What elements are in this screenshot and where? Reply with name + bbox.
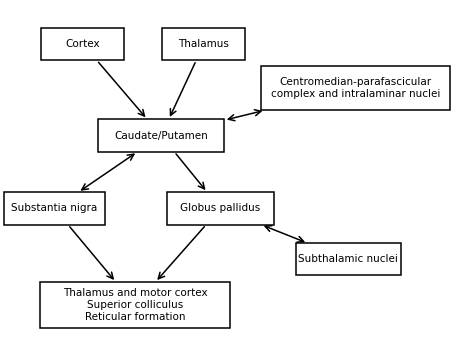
FancyBboxPatch shape	[41, 28, 124, 60]
Text: Cortex: Cortex	[65, 39, 100, 49]
FancyBboxPatch shape	[162, 28, 246, 60]
Text: Thalamus and motor cortex
Superior colliculus
Reticular formation: Thalamus and motor cortex Superior colli…	[63, 288, 208, 322]
FancyBboxPatch shape	[40, 282, 230, 328]
Text: Caudate/Putamen: Caudate/Putamen	[114, 131, 208, 141]
Text: Subthalamic nuclei: Subthalamic nuclei	[299, 254, 398, 264]
FancyBboxPatch shape	[167, 193, 274, 224]
Text: Globus pallidus: Globus pallidus	[180, 203, 261, 214]
Text: Centromedian-parafascicular
complex and intralaminar nuclei: Centromedian-parafascicular complex and …	[271, 77, 440, 99]
Text: Thalamus: Thalamus	[178, 39, 229, 49]
FancyBboxPatch shape	[99, 120, 224, 152]
FancyBboxPatch shape	[261, 66, 450, 110]
FancyBboxPatch shape	[296, 243, 401, 275]
FancyBboxPatch shape	[4, 193, 105, 224]
Text: Substantia nigra: Substantia nigra	[11, 203, 98, 214]
